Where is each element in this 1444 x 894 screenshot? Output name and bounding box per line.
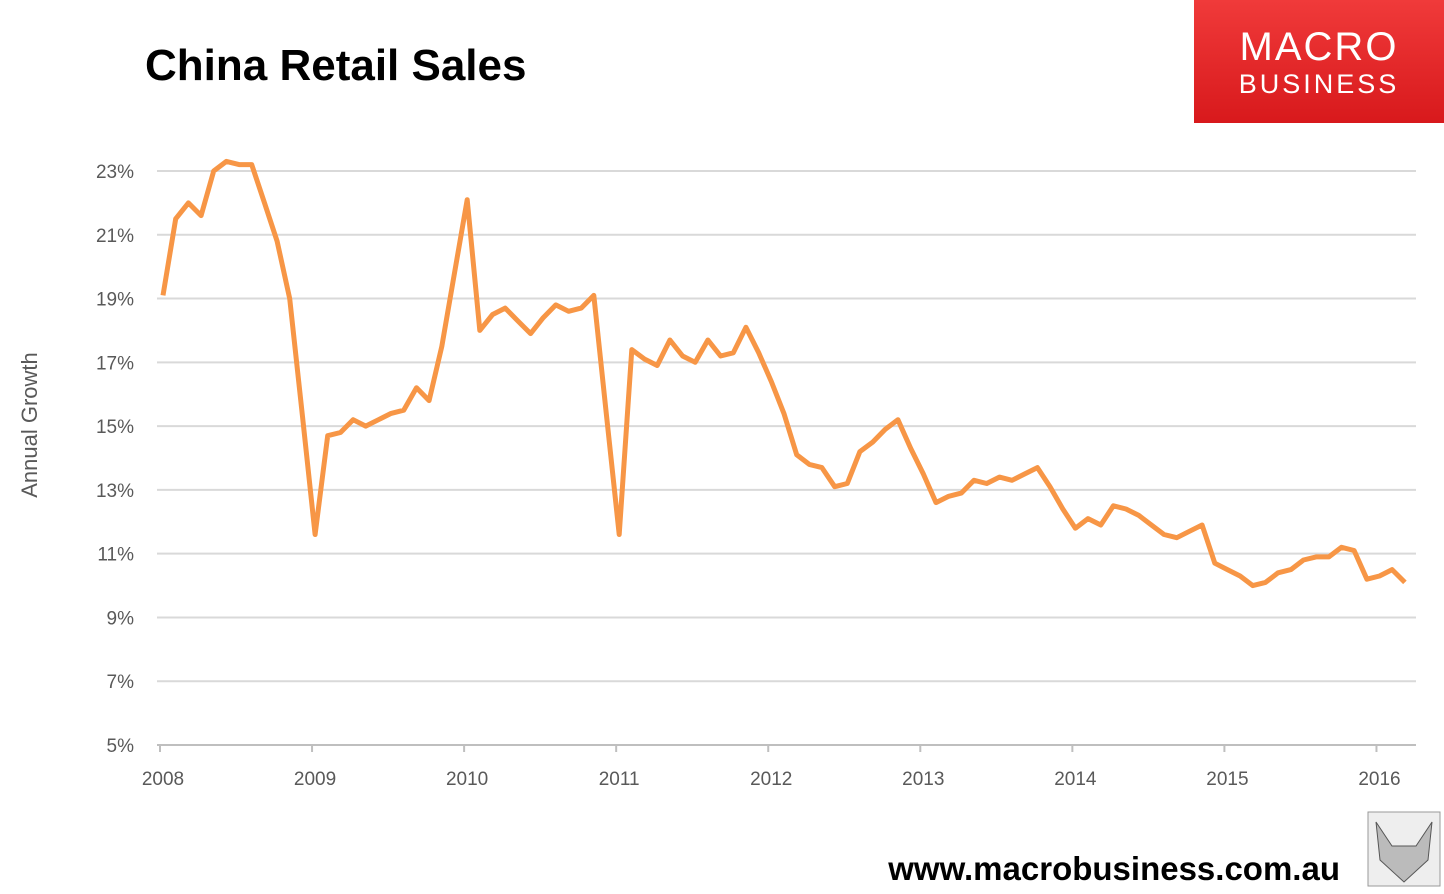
footer-url: www.macrobusiness.com.au	[887, 850, 1340, 887]
x-tick-label: 2009	[294, 769, 336, 790]
x-tick-label: 2010	[446, 769, 488, 790]
y-tick-label: 15%	[96, 417, 134, 438]
x-tick-label: 2015	[1206, 769, 1248, 790]
x-tick-label: 2012	[750, 769, 792, 790]
y-tick-label: 7%	[107, 672, 135, 693]
y-tick-label: 5%	[107, 736, 135, 757]
x-tick-label: 2014	[1054, 769, 1097, 790]
y-axis-label: Annual Growth	[17, 352, 42, 498]
y-tick-label: 13%	[96, 481, 134, 502]
logo-box	[1194, 0, 1444, 123]
y-tick-label: 21%	[96, 226, 134, 247]
x-tick-label: 2011	[599, 769, 640, 790]
fox-icon	[1375, 821, 1433, 883]
logo-text: BUSINESS	[1239, 69, 1400, 99]
y-tick-label: 11%	[97, 545, 134, 566]
y-tick-label: 17%	[96, 353, 134, 374]
series-line	[160, 158, 1407, 589]
chart-title: China Retail Sales	[145, 41, 526, 90]
y-tick-label: 19%	[96, 290, 134, 311]
x-tick-label: 2013	[902, 769, 944, 790]
x-tick-label: 2008	[142, 769, 184, 790]
y-tick-label: 23%	[96, 162, 134, 183]
x-tick-label: 2016	[1358, 769, 1400, 790]
logo-text: MACRO	[1240, 25, 1399, 69]
y-tick-label: 9%	[107, 608, 135, 629]
